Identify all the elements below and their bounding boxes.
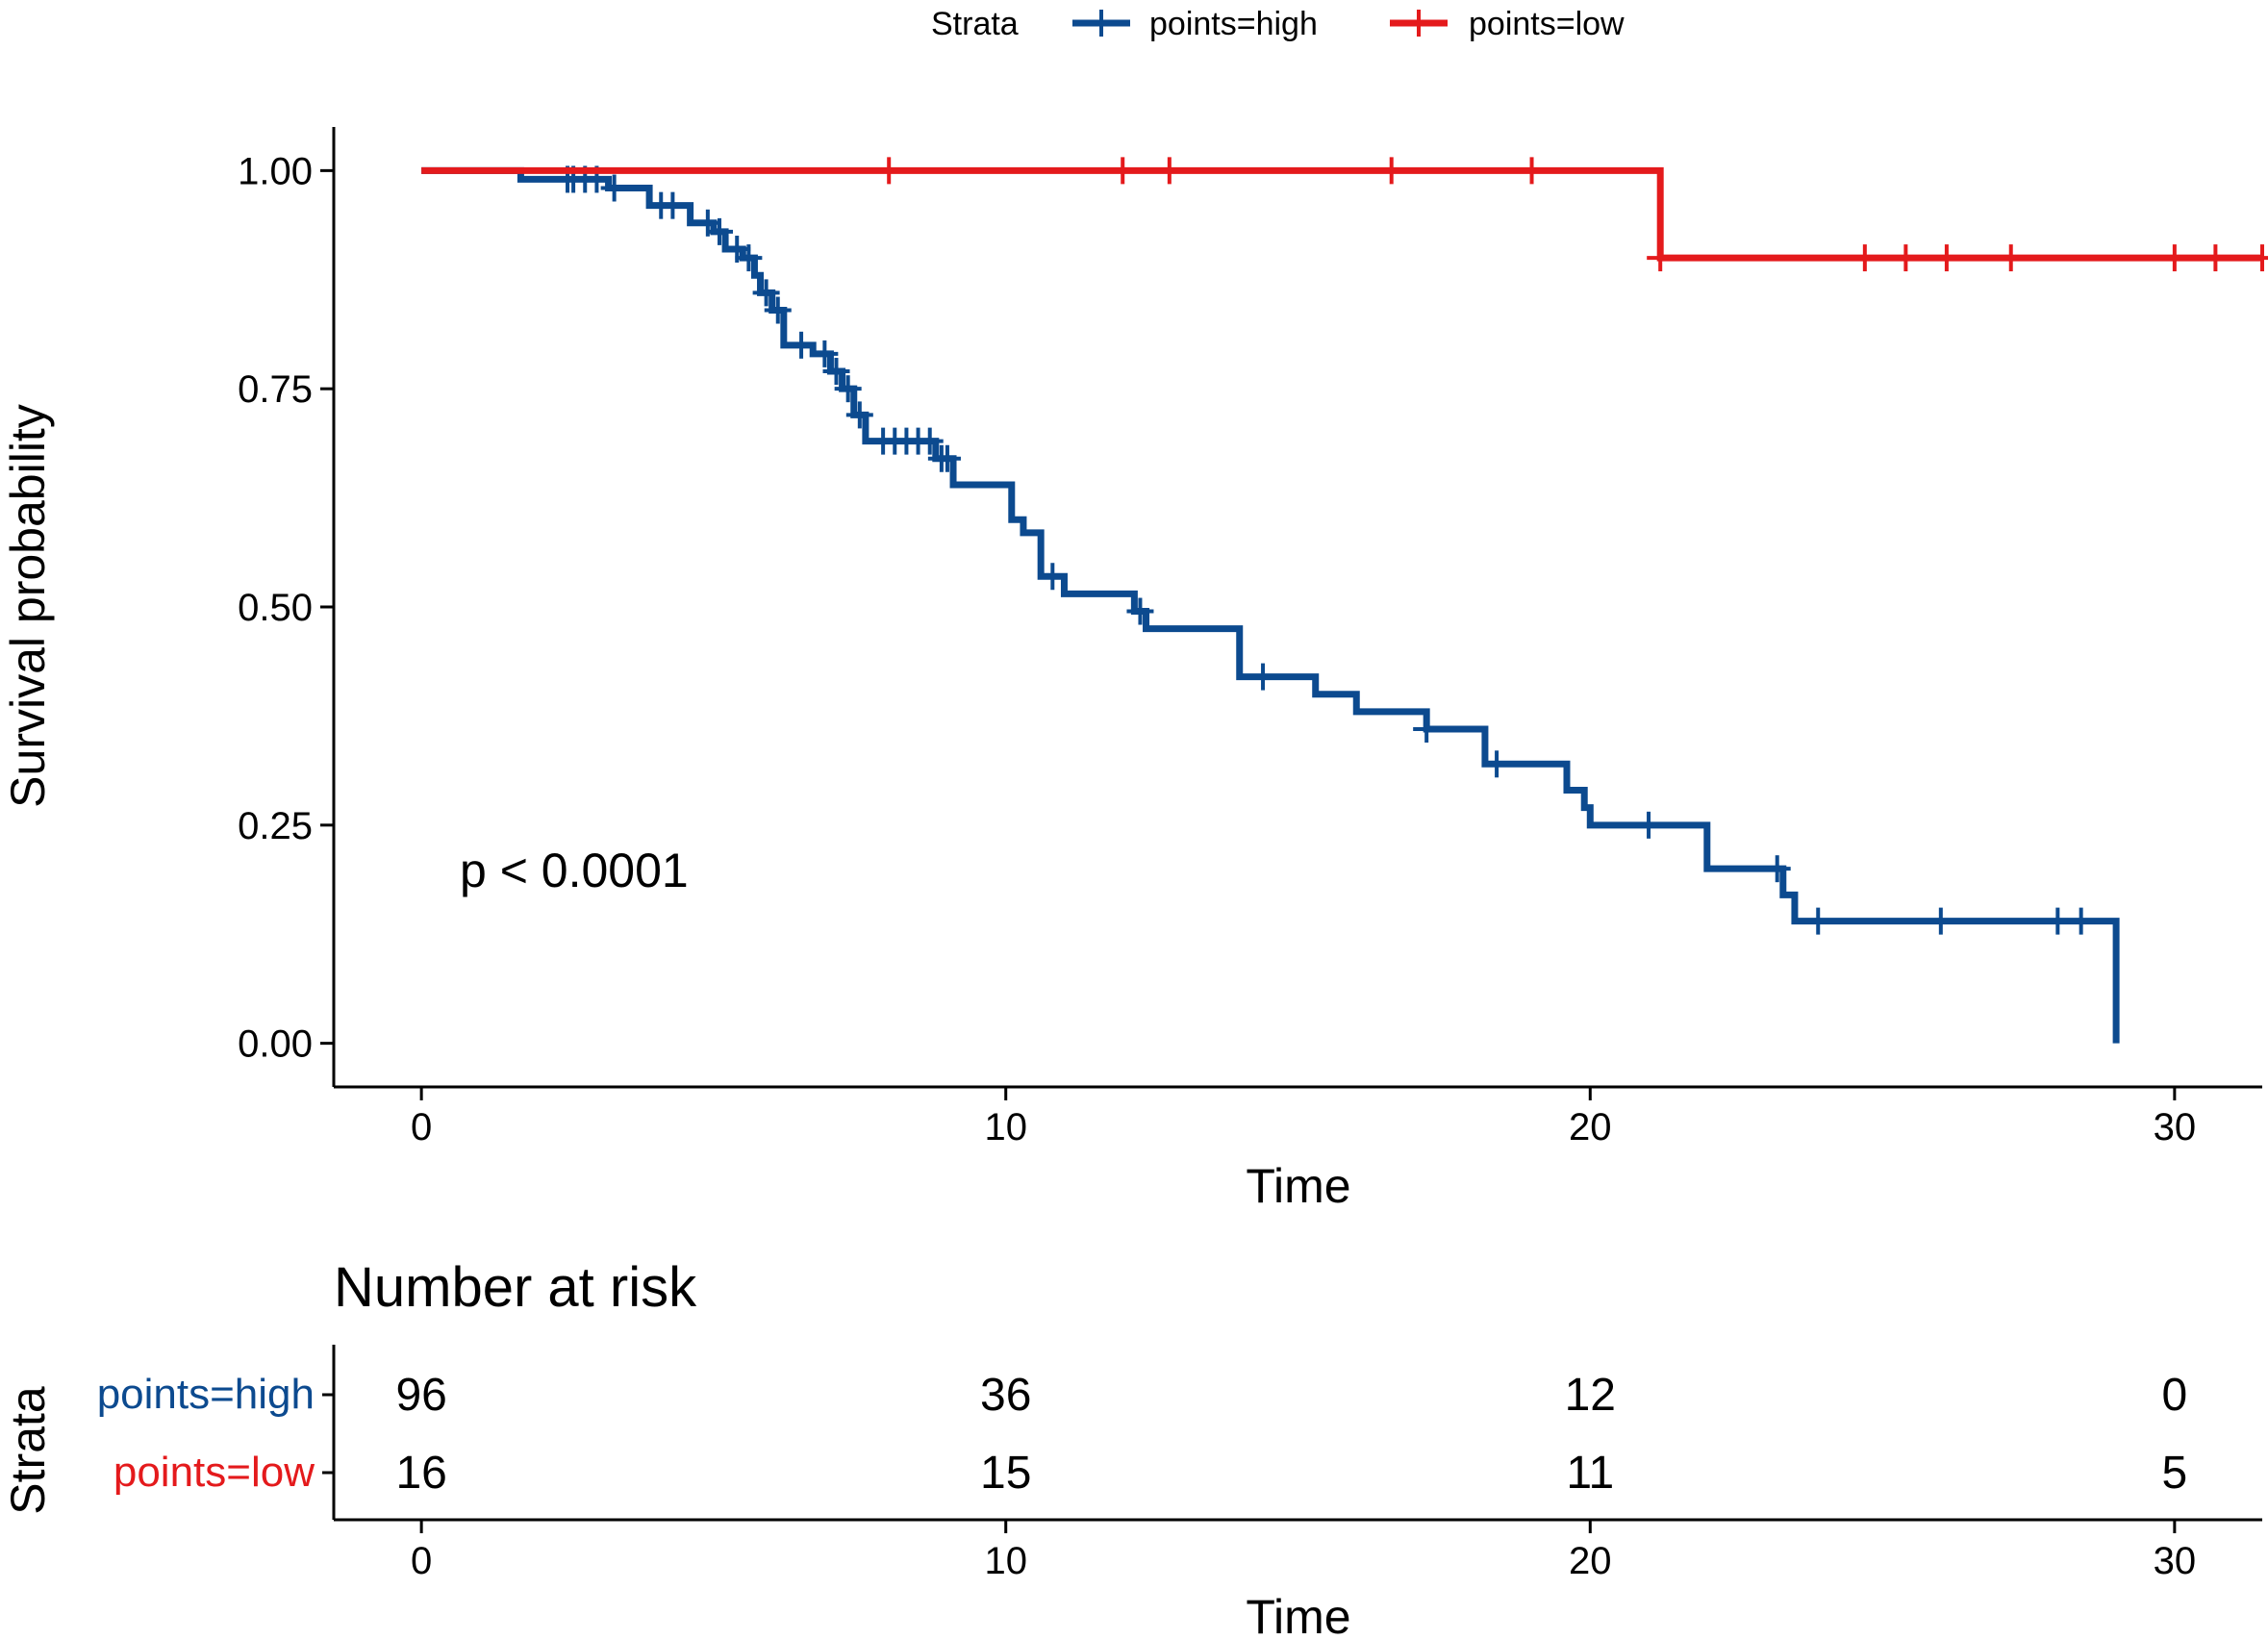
risk-table: Number at risk Strata points=high 96 36 12 0… [1,1256,2262,1640]
risk-value-low: 16 [395,1448,446,1499]
y-tick-label: 1.00 [238,150,313,192]
risk-value-high: 0 [2162,1370,2188,1421]
risk-x-tick-label: 20 [1569,1540,1612,1582]
risk-row-label-low: points=low [113,1449,315,1496]
risk-value-low: 11 [1566,1448,1614,1499]
risk-table-x-title: Time [1246,1590,1350,1640]
legend-label-low: points=low [1469,6,1625,42]
risk-table-rows: points=high 96 36 12 0 points=low 16 15 11 5 [97,1370,2188,1499]
survival-curve-low [421,166,2262,262]
x-axis-title: Time [1246,1159,1350,1213]
risk-x-tick-label: 30 [2154,1540,2197,1582]
y-tick-label: 0.25 [238,805,313,847]
risk-x-tick-label: 0 [411,1540,432,1582]
x-axis-ticks: 0 10 20 30 [411,1087,2196,1148]
y-tick-label: 0.00 [238,1023,313,1066]
legend-label-high: points=high [1149,6,1318,42]
legend-title: Strata [931,6,1019,42]
x-tick-label: 20 [1569,1106,1612,1148]
y-axis-title: Survival probability [1,404,55,808]
risk-value-high: 12 [1565,1370,1616,1421]
y-tick-label: 0.50 [238,587,313,629]
y-tick-label: 0.75 [238,368,313,411]
risk-value-low: 15 [980,1448,1031,1499]
x-tick-label: 10 [984,1106,1027,1148]
risk-row-label-high: points=high [97,1371,315,1418]
legend-item-low: points=low [1390,6,1625,42]
p-value-annotation: p < 0.0001 [460,844,689,897]
risk-x-tick-label: 10 [984,1540,1027,1582]
risk-table-y-title: Strata [1,1386,55,1515]
y-axis-ticks: 0.00 0.25 0.50 0.75 1.00 [238,150,334,1066]
risk-table-x-ticks: 0 10 20 30 [411,1520,2196,1582]
survival-plot: 0.000.250.500.751.00 0 10 20 30 p < 0.0001 … [1,127,2268,1213]
legend: Strata points=high points=low [931,6,1625,42]
risk-table-title: Number at risk [334,1256,697,1319]
survival-curves [421,157,2268,1044]
legend-item-high: points=high [1072,6,1318,42]
x-tick-label: 30 [2154,1106,2197,1148]
risk-value-low: 5 [2162,1448,2188,1499]
survival-curve-high [421,166,2120,1044]
risk-value-high: 96 [395,1370,446,1421]
risk-value-high: 36 [980,1370,1031,1421]
x-tick-label: 0 [411,1106,432,1148]
